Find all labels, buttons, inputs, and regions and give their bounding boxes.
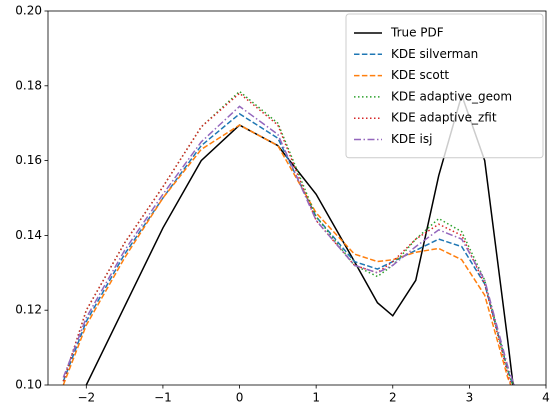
- legend-box: [345, 13, 544, 159]
- series-line: [62, 124, 512, 385]
- legend-label: KDE silverman: [391, 47, 478, 61]
- legend-label: KDE isj: [391, 132, 432, 146]
- axes-frame: [47, 10, 547, 386]
- y-tick-label: 0.18: [15, 78, 42, 92]
- y-tick-label: 0.10: [15, 378, 42, 392]
- x-tick-label: −2: [77, 391, 95, 405]
- x-tick-label: 1: [312, 391, 320, 405]
- series-line: [62, 105, 515, 385]
- x-tick-label: 3: [466, 391, 474, 405]
- x-tick-label: −1: [154, 391, 172, 405]
- legend-label: True PDF: [390, 26, 444, 40]
- x-tick-label: 0: [236, 391, 244, 405]
- x-tick-label: 2: [389, 391, 397, 405]
- y-tick-label: 0.16: [15, 153, 42, 167]
- y-tick-label: 0.20: [15, 4, 42, 18]
- y-tick-label: 0.14: [15, 228, 42, 242]
- legend-label: KDE adaptive_zfit: [391, 111, 497, 125]
- legend-label: KDE adaptive_geom: [391, 89, 512, 103]
- series-line: [62, 92, 513, 385]
- legend-label: KDE scott: [391, 68, 449, 82]
- x-tick-label: 4: [542, 391, 550, 405]
- y-tick-label: 0.12: [15, 303, 42, 317]
